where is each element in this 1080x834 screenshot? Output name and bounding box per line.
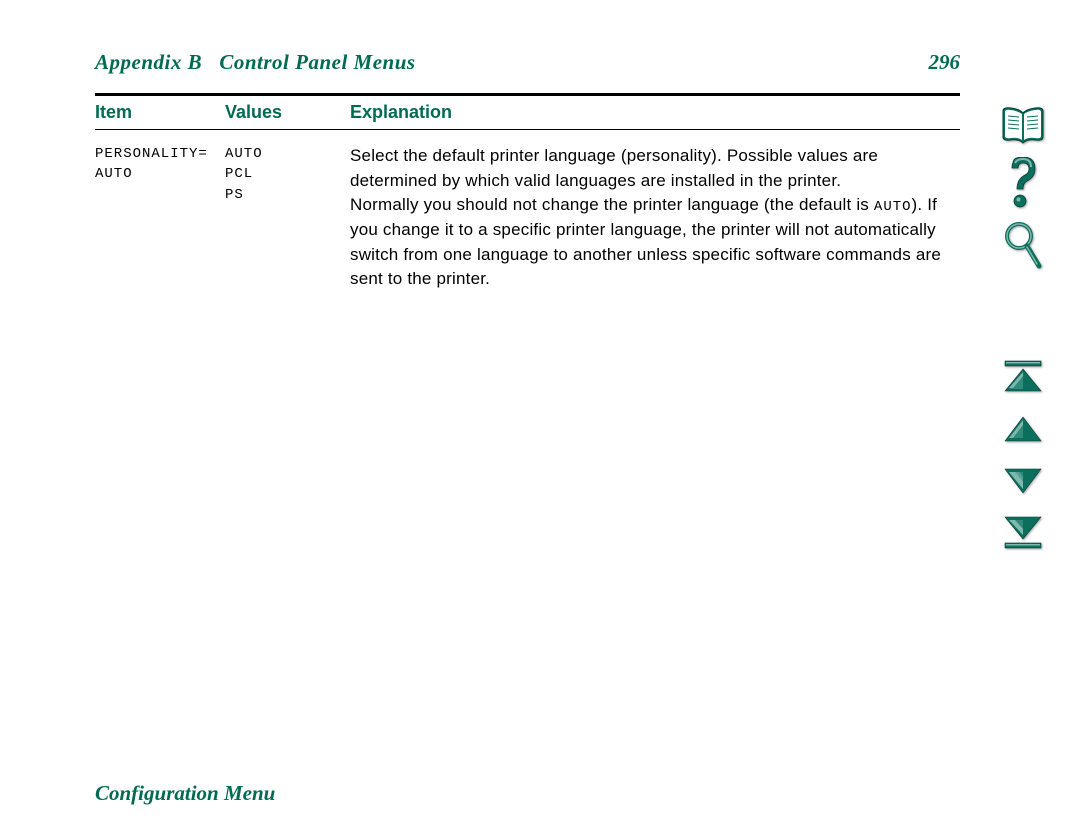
last-page-icon [1001,515,1045,551]
section-footer: Configuration Menu [95,781,275,806]
page-header: Appendix B Control Panel Menus 296 [95,50,960,75]
prev-page-icon [1001,413,1045,445]
cell-item: PERSONALITY= AUTO [95,144,225,185]
search-icon [1002,221,1044,273]
prev-page-button[interactable] [999,409,1047,449]
help-button[interactable] [999,157,1047,209]
col-header-explanation: Explanation [350,102,960,123]
header-divider [95,93,960,96]
appendix-name: Control Panel Menus [219,50,415,74]
page-number: 296 [929,50,961,75]
book-icon [999,105,1047,145]
appendix-label: Appendix B [95,50,202,74]
col-header-values: Values [225,102,350,123]
last-page-button[interactable] [999,513,1047,553]
table-header-row: Item Values Explanation [95,102,960,130]
table-row: PERSONALITY= AUTO AUTO PCL PS Select the… [95,144,960,292]
contents-button[interactable] [999,105,1047,145]
first-page-button[interactable] [999,357,1047,397]
next-page-icon [1001,465,1045,497]
value-line: AUTO [225,144,350,164]
nav-sidebar [994,105,1052,553]
col-header-item: Item [95,102,225,123]
appendix-title: Appendix B Control Panel Menus [95,50,416,75]
first-page-icon [1001,359,1045,395]
value-line: PCL [225,164,350,184]
help-icon [1003,157,1043,209]
explanation-p2a: Normally you should not change the print… [350,195,874,214]
search-button[interactable] [999,221,1047,273]
item-line: PERSONALITY= [95,144,225,164]
next-page-button[interactable] [999,461,1047,501]
value-line: PS [225,185,350,205]
cell-values: AUTO PCL PS [225,144,350,205]
inline-auto: AUTO [874,199,912,215]
explanation-p1: Select the default printer language (per… [350,146,878,190]
item-line: AUTO [95,164,225,184]
cell-explanation: Select the default printer language (per… [350,144,960,292]
